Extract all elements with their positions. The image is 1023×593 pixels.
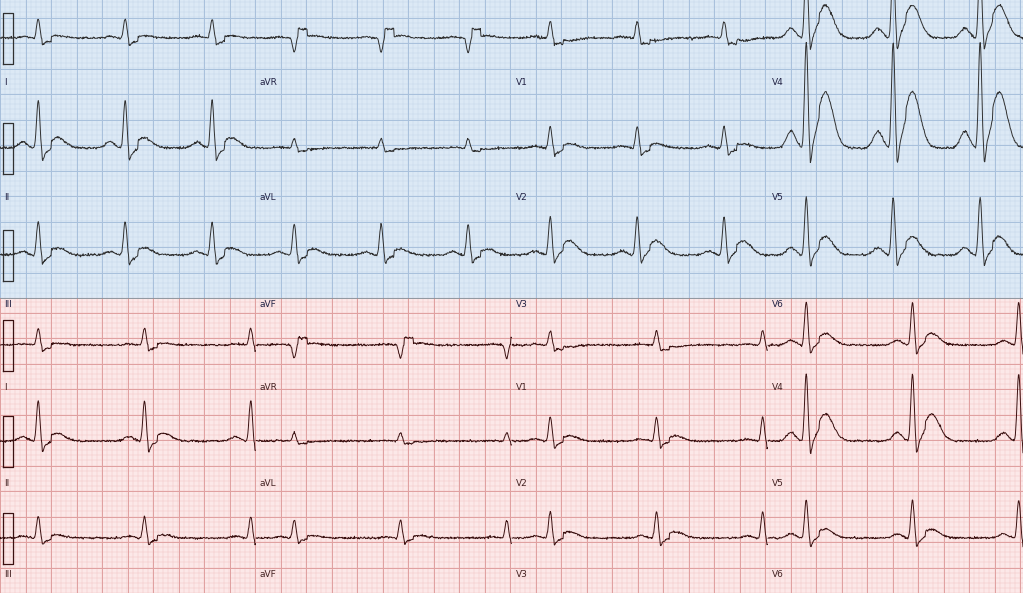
Text: V4: V4 — [772, 383, 784, 392]
Text: V6: V6 — [772, 300, 784, 309]
Text: III: III — [4, 570, 12, 579]
Text: I: I — [4, 383, 6, 392]
Text: aVL: aVL — [260, 479, 276, 488]
Text: III: III — [4, 300, 12, 309]
Text: V5: V5 — [772, 193, 784, 202]
Text: V3: V3 — [516, 570, 528, 579]
Bar — [0, 298, 1023, 593]
Text: II: II — [4, 193, 9, 202]
Text: V1: V1 — [516, 78, 528, 87]
Text: V6: V6 — [772, 570, 784, 579]
Text: aVR: aVR — [260, 78, 278, 87]
Text: V2: V2 — [516, 479, 528, 488]
Text: V3: V3 — [516, 300, 528, 309]
Text: V4: V4 — [772, 78, 784, 87]
Text: V5: V5 — [772, 479, 784, 488]
Text: V1: V1 — [516, 383, 528, 392]
Text: V2: V2 — [516, 193, 528, 202]
Text: aVF: aVF — [260, 300, 277, 309]
Text: aVR: aVR — [260, 383, 278, 392]
Text: II: II — [4, 479, 9, 488]
Text: I: I — [4, 78, 6, 87]
Bar — [0, 0, 1023, 298]
Text: aVF: aVF — [260, 570, 277, 579]
Text: aVL: aVL — [260, 193, 276, 202]
